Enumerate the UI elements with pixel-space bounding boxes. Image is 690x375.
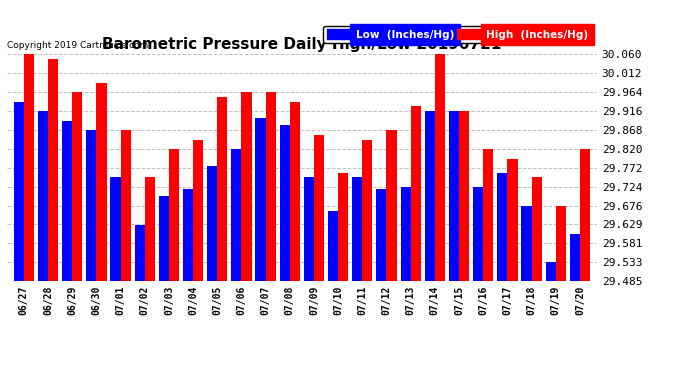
Bar: [473, 187, 483, 281]
Bar: [580, 149, 590, 281]
Bar: [522, 206, 531, 281]
Bar: [241, 92, 252, 281]
Bar: [328, 211, 338, 281]
Bar: [386, 130, 397, 281]
Bar: [570, 234, 580, 281]
Bar: [255, 117, 266, 281]
Bar: [376, 189, 386, 281]
Bar: [362, 140, 373, 281]
Bar: [483, 149, 493, 281]
Bar: [352, 177, 362, 281]
Bar: [425, 111, 435, 281]
Bar: [546, 262, 555, 281]
Bar: [400, 187, 411, 281]
Bar: [159, 196, 169, 281]
Text: Copyright 2019 Cartronics.com: Copyright 2019 Cartronics.com: [7, 41, 148, 50]
Bar: [207, 166, 217, 281]
Bar: [193, 140, 204, 281]
Bar: [183, 189, 193, 281]
Bar: [72, 92, 82, 281]
Bar: [435, 54, 445, 281]
Bar: [169, 149, 179, 281]
Bar: [231, 149, 241, 281]
Bar: [110, 177, 121, 281]
Bar: [217, 97, 228, 281]
Bar: [145, 177, 155, 281]
Bar: [555, 206, 566, 281]
Bar: [304, 177, 314, 281]
Bar: [121, 130, 130, 281]
Title: Barometric Pressure Daily High/Low 20190721: Barometric Pressure Daily High/Low 20190…: [102, 37, 502, 52]
Bar: [24, 54, 34, 281]
Bar: [314, 135, 324, 281]
Bar: [48, 59, 58, 281]
Bar: [507, 159, 518, 281]
Bar: [459, 111, 469, 281]
Bar: [97, 83, 106, 281]
Bar: [62, 121, 72, 281]
Bar: [411, 106, 421, 281]
Bar: [14, 102, 24, 281]
Bar: [449, 111, 459, 281]
Legend: Low  (Inches/Hg), High  (Inches/Hg): Low (Inches/Hg), High (Inches/Hg): [324, 26, 591, 43]
Bar: [279, 125, 290, 281]
Bar: [497, 173, 507, 281]
Bar: [38, 111, 48, 281]
Bar: [266, 92, 276, 281]
Bar: [531, 177, 542, 281]
Bar: [290, 102, 300, 281]
Bar: [338, 173, 348, 281]
Bar: [86, 130, 97, 281]
Bar: [135, 225, 145, 281]
